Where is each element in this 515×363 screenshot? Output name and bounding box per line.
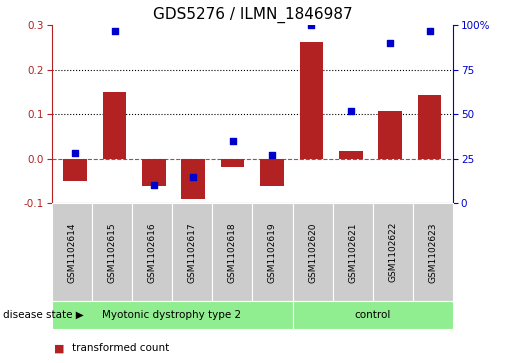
- Text: GSM1102622: GSM1102622: [388, 222, 398, 282]
- Bar: [260, 159, 284, 186]
- Title: GDS5276 / ILMN_1846987: GDS5276 / ILMN_1846987: [152, 7, 352, 23]
- Text: disease state ▶: disease state ▶: [3, 310, 83, 320]
- Bar: [339, 151, 363, 159]
- Bar: [221, 159, 245, 167]
- Point: [268, 152, 276, 158]
- Text: GSM1102614: GSM1102614: [67, 222, 76, 282]
- Text: GSM1102617: GSM1102617: [187, 222, 197, 283]
- Text: GSM1102621: GSM1102621: [348, 222, 357, 282]
- Text: GSM1102623: GSM1102623: [428, 222, 438, 282]
- Bar: [300, 42, 323, 159]
- Text: Myotonic dystrophy type 2: Myotonic dystrophy type 2: [102, 310, 242, 320]
- Text: GSM1102620: GSM1102620: [308, 222, 317, 282]
- Bar: [63, 159, 87, 181]
- Point: [425, 28, 434, 34]
- Bar: [379, 111, 402, 159]
- Point: [347, 108, 355, 114]
- Text: GSM1102618: GSM1102618: [228, 222, 237, 283]
- Point: [71, 151, 79, 156]
- Point: [386, 40, 394, 46]
- Text: transformed count: transformed count: [72, 343, 169, 354]
- Text: GSM1102619: GSM1102619: [268, 222, 277, 283]
- Text: GSM1102616: GSM1102616: [147, 222, 157, 283]
- Bar: [142, 159, 166, 186]
- Point: [229, 138, 237, 144]
- Bar: [418, 95, 441, 159]
- Point: [150, 183, 158, 188]
- Text: control: control: [355, 310, 391, 320]
- Bar: [102, 92, 126, 159]
- Point: [307, 23, 316, 28]
- Bar: [181, 159, 205, 199]
- Text: ■: ■: [54, 343, 64, 354]
- Text: GSM1102615: GSM1102615: [107, 222, 116, 283]
- Point: [189, 174, 197, 180]
- Point: [110, 28, 118, 34]
